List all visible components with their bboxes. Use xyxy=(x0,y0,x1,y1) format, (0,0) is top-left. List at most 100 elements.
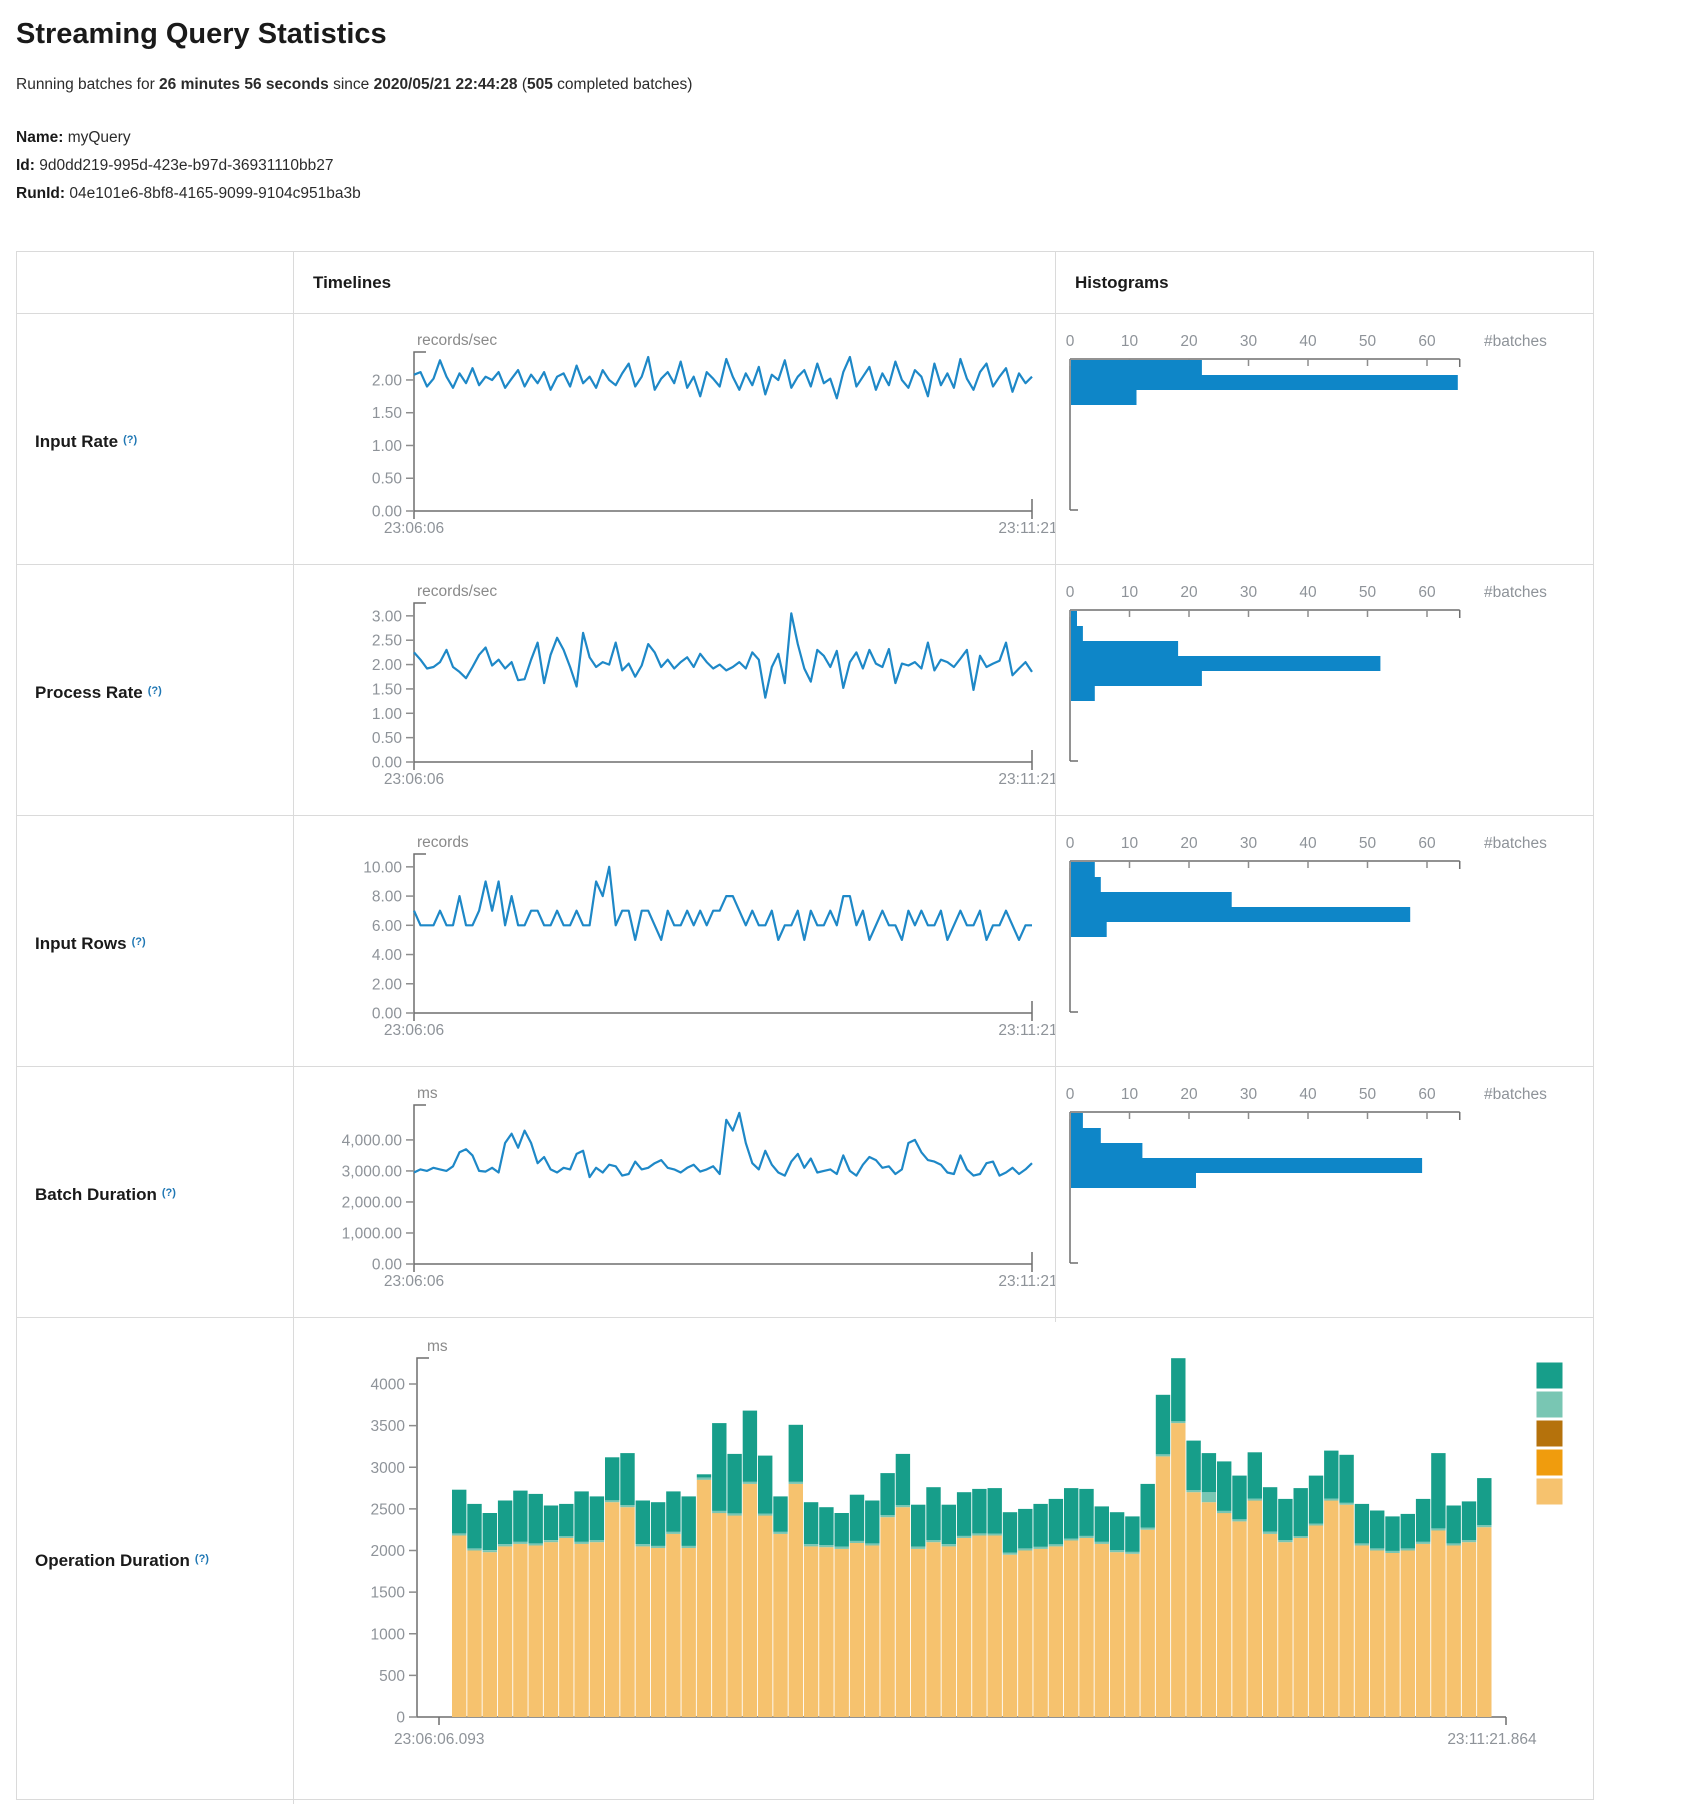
table-header-row: Timelines Histograms xyxy=(17,252,1593,313)
input-rows-timeline-cell: 10.00 8.00 6.00 4.00 2.00 0.00 records 23:06:06… xyxy=(293,816,1058,1071)
svg-text:1000: 1000 xyxy=(371,1626,406,1643)
svg-text:2,000.00: 2,000.00 xyxy=(342,1194,403,1211)
row-label-batch-duration: Batch Duration (?) xyxy=(35,1184,176,1204)
svg-text:10: 10 xyxy=(1121,835,1139,852)
row-label-input-rate: Input Rate (?) xyxy=(35,431,138,451)
svg-text:23:06:06: 23:06:06 xyxy=(384,520,444,537)
svg-text:23:06:06: 23:06:06 xyxy=(384,1273,444,1290)
query-runid-value: 04e101e6-8bf8-4165-9099-9104c951ba3b xyxy=(69,185,361,202)
svg-text:#batches: #batches xyxy=(1484,333,1547,350)
svg-text:23:06:06.093: 23:06:06.093 xyxy=(394,1731,485,1748)
batch-duration-row: Batch Duration (?) 4,000.00 3,000.00 2,000.… xyxy=(17,1066,1593,1322)
svg-text:30: 30 xyxy=(1240,584,1258,601)
svg-text:2500: 2500 xyxy=(371,1501,406,1518)
svg-text:60: 60 xyxy=(1418,584,1436,601)
svg-text:500: 500 xyxy=(379,1668,405,1685)
row-label-operation-duration: Operation Duration (?) xyxy=(35,1551,209,1570)
header-empty-cell xyxy=(17,252,293,313)
help-icon[interactable]: (?) xyxy=(131,935,146,948)
header-histograms: Histograms xyxy=(1055,252,1593,313)
svg-text:1,000.00: 1,000.00 xyxy=(342,1225,403,1242)
svg-text:30: 30 xyxy=(1240,333,1258,350)
batch-duration-timeline-cell: 4,000.00 3,000.00 2,000.00 1,000.00 0.00 ms 23… xyxy=(293,1067,1058,1322)
svg-text:40: 40 xyxy=(1299,584,1317,601)
svg-text:3,000.00: 3,000.00 xyxy=(342,1163,403,1180)
batch-duration-histogram-chart: 0 10 20 30 40 50 60 #batches xyxy=(1066,1086,1547,1264)
svg-text:2000: 2000 xyxy=(371,1543,406,1560)
svg-text:60: 60 xyxy=(1418,835,1436,852)
svg-text:#batches: #batches xyxy=(1484,1086,1547,1103)
statistics-table: Timelines Histograms Input Rate (?) 2.00 1… xyxy=(16,251,1594,1804)
svg-text:1500: 1500 xyxy=(371,1585,406,1602)
svg-text:23:11:21: 23:11:21 xyxy=(998,1273,1055,1290)
query-name-value: myQuery xyxy=(67,129,131,146)
batch-duration-histogram-cell: 0 10 20 30 40 50 60 #batches xyxy=(1055,1067,1593,1322)
operation-duration-row: Operation Duration (?) 4000 3500 3000 2500 20… xyxy=(17,1317,1593,1804)
running-batches-summary: Running batches for 26 minutes 56 second… xyxy=(16,76,1693,94)
svg-text:1.50: 1.50 xyxy=(372,681,403,698)
svg-text:23:11:21: 23:11:21 xyxy=(998,520,1055,537)
svg-text:0.00: 0.00 xyxy=(372,1006,403,1023)
query-name-line: Name: myQuery xyxy=(16,124,1693,152)
input-rows-histogram-chart: 0 10 20 30 40 50 60 #batches xyxy=(1066,835,1547,1013)
svg-text:records: records xyxy=(417,834,469,851)
svg-text:23:06:06: 23:06:06 xyxy=(384,771,444,788)
svg-text:#batches: #batches xyxy=(1484,835,1547,852)
header-timelines: Timelines xyxy=(293,252,1055,313)
svg-text:20: 20 xyxy=(1180,835,1198,852)
summary-text: completed batches) xyxy=(552,76,693,93)
start-timestamp: 2020/05/21 22:44:28 xyxy=(373,76,518,93)
svg-text:60: 60 xyxy=(1418,1086,1436,1103)
svg-text:1.50: 1.50 xyxy=(372,405,403,422)
input-rate-row: Input Rate (?) 2.00 1.50 1.00 0.50 0.00 record… xyxy=(17,313,1593,569)
svg-text:3500: 3500 xyxy=(371,1418,406,1435)
svg-text:0.00: 0.00 xyxy=(372,1257,403,1274)
process-rate-timeline-chart: 3.00 2.50 2.00 1.50 1.00 0.50 0.00 records/sec 2… xyxy=(372,583,1058,788)
svg-text:0: 0 xyxy=(396,1710,405,1727)
svg-text:records/sec: records/sec xyxy=(417,583,497,600)
svg-text:0: 0 xyxy=(1066,1086,1075,1103)
svg-text:#batches: #batches xyxy=(1484,584,1547,601)
row-label-process-rate: Process Rate (?) xyxy=(35,682,162,702)
svg-text:23:06:06: 23:06:06 xyxy=(384,1022,444,1039)
svg-text:30: 30 xyxy=(1240,1086,1258,1103)
input-rate-histogram-cell: 0 10 20 30 40 50 60 #batches xyxy=(1055,314,1593,569)
svg-text:40: 40 xyxy=(1299,835,1317,852)
svg-text:records/sec: records/sec xyxy=(417,332,497,349)
operation-duration-chart-cell: 4000 3500 3000 2500 2000 1500 1000 500 0 ms 23:06:… xyxy=(293,1318,1593,1804)
help-icon[interactable]: (?) xyxy=(161,1186,176,1199)
svg-text:30: 30 xyxy=(1240,835,1258,852)
svg-text:0.50: 0.50 xyxy=(372,471,403,488)
batch-duration-timeline-chart: 4,000.00 3,000.00 2,000.00 1,000.00 0.00 ms 23… xyxy=(342,1085,1058,1290)
svg-text:23:11:21: 23:11:21 xyxy=(998,1022,1055,1039)
running-duration: 26 minutes 56 seconds xyxy=(159,76,329,93)
svg-text:1.00: 1.00 xyxy=(372,706,403,723)
process-rate-row: Process Rate (?) 3.00 2.50 2.00 1.50 1.00 0.50… xyxy=(17,564,1593,820)
svg-text:10: 10 xyxy=(1121,1086,1139,1103)
summary-text: ( xyxy=(517,76,527,93)
svg-text:ms: ms xyxy=(417,1085,438,1102)
svg-text:2.00: 2.00 xyxy=(372,976,403,993)
row-label-input-rows: Input Rows (?) xyxy=(35,933,146,953)
svg-text:50: 50 xyxy=(1359,333,1377,350)
help-icon[interactable]: (?) xyxy=(147,684,162,697)
query-id-value: 9d0dd219-995d-423e-b97d-36931110bb27 xyxy=(39,157,334,174)
svg-text:0: 0 xyxy=(1066,584,1075,601)
help-icon[interactable]: (?) xyxy=(194,1553,209,1565)
svg-text:20: 20 xyxy=(1180,333,1198,350)
svg-text:4,000.00: 4,000.00 xyxy=(342,1132,403,1149)
svg-text:0.00: 0.00 xyxy=(372,755,403,772)
help-icon[interactable]: (?) xyxy=(123,433,138,446)
svg-text:0: 0 xyxy=(1066,835,1075,852)
summary-text: since xyxy=(328,76,374,93)
query-id-line: Id: 9d0dd219-995d-423e-b97d-36931110bb27 xyxy=(16,152,1693,180)
input-rows-row: Input Rows (?) 10.00 8.00 6.00 4.00 2.00 0.00 r… xyxy=(17,815,1593,1071)
process-rate-histogram-cell: 0 10 20 30 40 50 60 #batches xyxy=(1055,565,1593,820)
query-runid-line: RunId: 04e101e6-8bf8-4165-9099-9104c951b… xyxy=(16,180,1693,208)
svg-text:50: 50 xyxy=(1359,835,1377,852)
input-rate-timeline-chart: 2.00 1.50 1.00 0.50 0.00 records/sec 23:06:06 2… xyxy=(372,332,1058,537)
query-id-label: Id: xyxy=(16,157,35,174)
input-rows-histogram-cell: 0 10 20 30 40 50 60 #batches xyxy=(1055,816,1593,1071)
svg-text:4000: 4000 xyxy=(371,1377,406,1394)
